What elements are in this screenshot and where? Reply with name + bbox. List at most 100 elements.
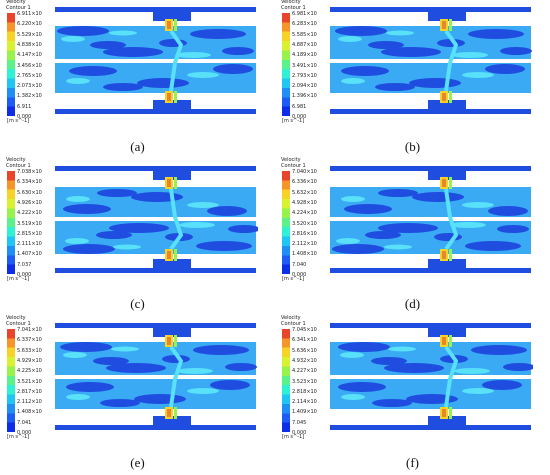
- scale-tick: 4.147×10: [17, 52, 42, 59]
- color-scale: [7, 13, 15, 116]
- upper-neck: [153, 259, 191, 269]
- legend-title: Velocity Contour 1: [281, 315, 306, 327]
- low-velocity-region: [368, 41, 404, 49]
- scale-tick: 7.037: [17, 261, 32, 268]
- scale-tick: 6.341×10: [292, 337, 317, 344]
- scale-tick: 2.112×10: [17, 399, 42, 406]
- scale-tick: 1.382×10: [17, 93, 42, 100]
- scale-tick: 0.000: [292, 272, 307, 278]
- scale-tick: 4.928×10: [292, 199, 317, 206]
- low-velocity-region: [485, 64, 525, 74]
- units-label: [m s^-1]: [282, 118, 305, 124]
- flow-streak: [444, 188, 459, 251]
- scale-tick: 7.041: [17, 419, 32, 426]
- units-label: [m s^-1]: [7, 276, 30, 282]
- scale-tick: 4.225×10: [17, 368, 42, 375]
- jet: [165, 407, 177, 419]
- scale-tick: 1.408×10: [17, 409, 42, 416]
- low-velocity-region: [338, 382, 386, 392]
- jet: [165, 91, 177, 103]
- upper-channel: [55, 7, 256, 12]
- scale-tick: 1.409×10: [292, 409, 317, 416]
- mid-velocity-region: [175, 52, 211, 58]
- low-velocity-region: [90, 41, 126, 49]
- scale-tick: 3.523×10: [292, 378, 317, 385]
- low-velocity-region: [406, 394, 458, 404]
- lower-neck: [153, 170, 191, 180]
- scale-tick: 2.818×10: [292, 388, 317, 395]
- low-velocity-region: [500, 47, 532, 55]
- low-velocity-region: [497, 225, 529, 233]
- low-velocity-region: [381, 47, 441, 57]
- low-velocity-region: [69, 66, 117, 76]
- mid-velocity-region: [66, 78, 90, 84]
- lower-channel: [55, 109, 256, 114]
- scale-tick: 5.633×10: [17, 347, 42, 354]
- lower-channel: [330, 166, 531, 171]
- color-scale: [282, 329, 290, 432]
- low-velocity-region: [332, 244, 384, 254]
- velocity-contour-plot: [330, 166, 531, 273]
- low-velocity-region: [365, 231, 401, 239]
- legend-title: Velocity Contour 1: [281, 157, 306, 169]
- low-velocity-region: [193, 345, 249, 355]
- units-label: [m s^-1]: [7, 434, 30, 440]
- legend-title-line: Velocity: [281, 157, 301, 163]
- low-velocity-region: [482, 380, 522, 390]
- scale-tick: 3.491×10: [292, 62, 317, 69]
- low-velocity-region: [57, 26, 109, 36]
- low-velocity-region: [134, 394, 186, 404]
- legend-title: Velocity Contour 1: [281, 0, 306, 11]
- upper-neck: [153, 327, 191, 337]
- legend-title: Velocity Contour 1: [6, 0, 31, 11]
- mid-velocity-region: [340, 352, 364, 358]
- legend-title-line: Velocity: [6, 157, 26, 163]
- panel-caption: (b): [404, 139, 421, 154]
- color-scale: [7, 329, 15, 432]
- scale-tick: 2.816×10: [292, 230, 317, 237]
- scale-tick: 4.926×10: [17, 199, 42, 206]
- low-velocity-region: [409, 78, 461, 88]
- legend-title-line: Velocity: [281, 315, 301, 321]
- low-velocity-region: [228, 225, 258, 233]
- mid-velocity-region: [454, 368, 490, 374]
- legend-title: Velocity Contour 1: [6, 157, 31, 169]
- legend-title: Velocity Contour 1: [6, 315, 31, 327]
- low-velocity-region: [93, 357, 129, 365]
- jet: [440, 249, 452, 261]
- scale-tick: 2.815×10: [17, 230, 42, 237]
- low-velocity-region: [190, 29, 246, 39]
- mid-velocity-region: [450, 222, 486, 228]
- low-velocity-region: [196, 241, 252, 251]
- velocity-contour-plot: [55, 323, 257, 430]
- low-velocity-region: [412, 192, 464, 202]
- low-velocity-region: [109, 223, 169, 233]
- legend-title-line: Contour 1: [6, 320, 31, 327]
- lower-neck: [428, 416, 466, 426]
- scale-tick: 6.283×10: [292, 21, 317, 28]
- units-label: [m s^-1]: [282, 276, 305, 282]
- legend-title-line: Velocity: [6, 0, 26, 5]
- scale-tick: 6.911×10: [17, 11, 42, 17]
- low-velocity-region: [207, 206, 247, 216]
- upper-channel: [330, 323, 531, 328]
- low-velocity-region: [471, 345, 527, 355]
- low-velocity-region: [488, 206, 528, 216]
- low-velocity-region: [378, 189, 418, 197]
- scale-tick: 5.529×10: [17, 31, 42, 38]
- jet: [165, 249, 177, 261]
- flow-streak: [169, 29, 184, 92]
- low-velocity-region: [338, 342, 390, 352]
- scale-tick: 3.520×10: [292, 220, 317, 227]
- low-velocity-region: [222, 47, 254, 55]
- low-velocity-region: [378, 223, 438, 233]
- mid-velocity-region: [338, 36, 362, 42]
- low-velocity-region: [103, 83, 143, 91]
- low-velocity-region: [225, 363, 257, 371]
- scale-tick: 5.630×10: [17, 189, 42, 196]
- scale-tick: 6.911: [17, 103, 32, 110]
- scale-tick: 6.337×10: [17, 337, 42, 344]
- panel-b: Velocity Contour 1 6.981×10 6.283×10 5.585×1…: [275, 0, 550, 158]
- scale-tick: 4.227×10: [292, 368, 317, 375]
- flow-streak: [169, 188, 184, 251]
